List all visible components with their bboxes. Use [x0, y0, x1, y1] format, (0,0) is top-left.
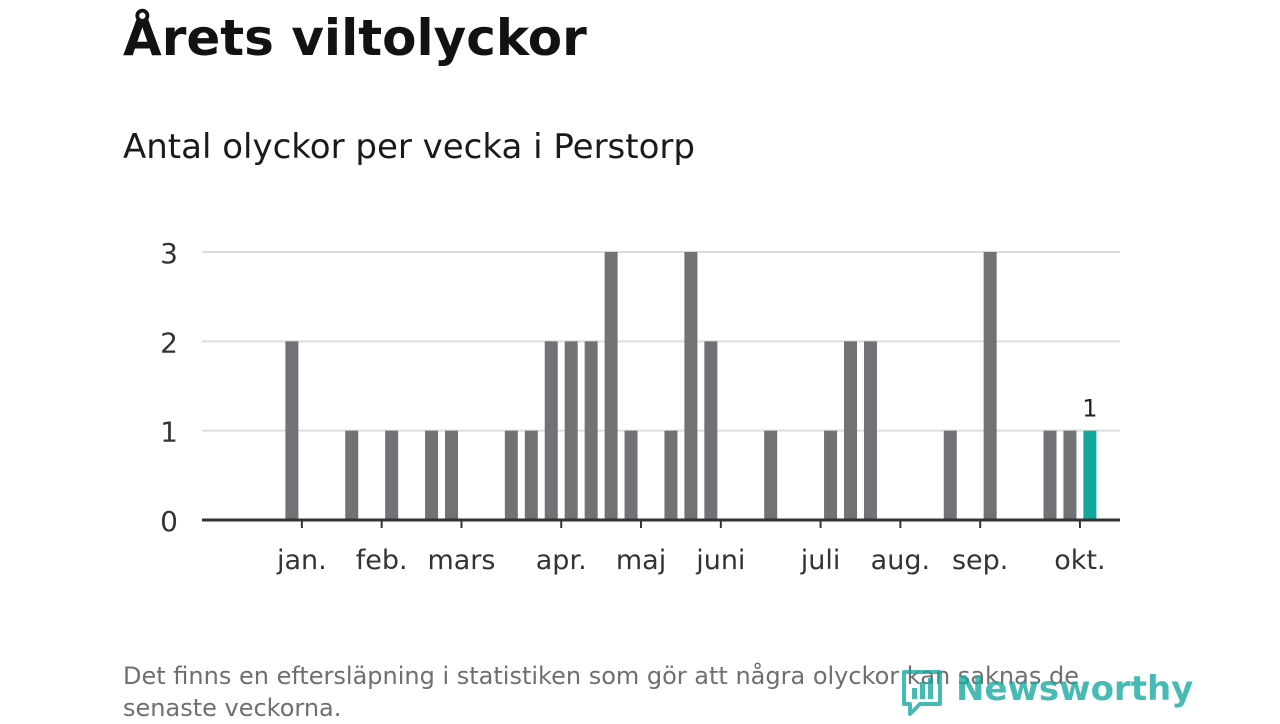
x-tick-label: jan. [276, 545, 327, 576]
chart-subtitle: Antal olyckor per vecka i Perstorp [123, 127, 695, 167]
bar [524, 430, 538, 520]
bar-value-label: 1 [1082, 395, 1097, 423]
bar [544, 341, 558, 520]
y-tick-label: 2 [160, 326, 178, 359]
x-tick-label: okt. [1054, 545, 1105, 576]
gridlines [202, 251, 1120, 432]
bar [1063, 430, 1077, 520]
chart-title: Årets viltolyckor [123, 9, 587, 67]
bar [983, 252, 997, 520]
bar [684, 252, 698, 520]
bar [844, 341, 857, 520]
bar [564, 341, 578, 520]
bar [1043, 430, 1057, 520]
x-axis-ticks: jan. feb. mars apr. maj juni juli aug. sep. okt. [276, 520, 1106, 576]
bar [385, 430, 399, 520]
y-tick-label: 0 [160, 505, 178, 538]
bar [863, 341, 877, 520]
bar [445, 430, 458, 520]
bar [425, 430, 439, 520]
bar [584, 341, 598, 520]
bar [285, 341, 299, 520]
newsworthy-logo-icon [902, 670, 942, 716]
x-tick-label: maj [616, 545, 666, 576]
x-tick-label: mars [427, 545, 495, 576]
x-tick-label: juni [695, 545, 745, 576]
bars: 1 [285, 252, 1098, 520]
bar [824, 430, 838, 520]
bar [943, 430, 957, 520]
bar [345, 430, 359, 520]
bar-chart: 0 1 2 3 1 jan. feb. mars apr. maj juni juli aug. se… [160, 237, 1120, 576]
y-tick-label: 1 [160, 416, 178, 449]
x-tick-label: feb. [356, 545, 408, 576]
newsworthy-logo: Newsworthy [900, 664, 1193, 724]
y-axis-ticks: 0 1 2 3 [160, 237, 178, 538]
y-tick-label: 3 [160, 237, 178, 270]
x-tick-label: juli [800, 545, 841, 576]
footnote: Det finns en eftersläpning i statistiken… [123, 662, 1079, 722]
bar [764, 430, 778, 520]
bar [604, 252, 618, 520]
x-tick-label: aug. [871, 545, 930, 576]
x-tick-label: sep. [952, 545, 1008, 576]
bar [624, 430, 638, 520]
brand-name: Newsworthy [956, 669, 1194, 709]
bar [664, 430, 678, 520]
bar [504, 430, 518, 520]
bar [704, 341, 718, 520]
bar-highlight [1083, 430, 1097, 520]
x-tick-label: apr. [536, 545, 587, 576]
